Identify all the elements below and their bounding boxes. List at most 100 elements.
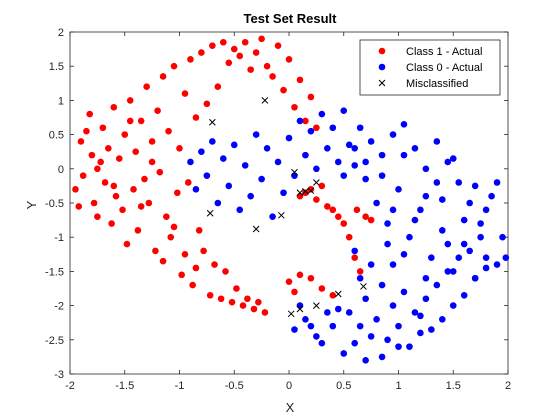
data-point [167, 233, 175, 241]
data-point [200, 247, 207, 255]
data-point [340, 172, 348, 179]
data-point [296, 76, 304, 84]
data-point [340, 350, 348, 357]
data-point [252, 131, 260, 138]
data-point [86, 110, 94, 118]
data-point [187, 158, 194, 166]
misclassified-point [313, 302, 320, 309]
data-point [198, 49, 205, 56]
chart-title: Test Set Result [244, 11, 338, 26]
series-0 [72, 35, 375, 316]
data-point [119, 206, 126, 214]
misclassified-point [252, 225, 260, 233]
series-2 [206, 97, 367, 318]
data-point [291, 103, 298, 111]
data-point [285, 134, 293, 142]
data-point [356, 124, 364, 132]
x-tick-label: 1.5 [446, 380, 461, 392]
data-point [460, 240, 468, 248]
data-point [318, 285, 326, 292]
data-point [406, 343, 413, 350]
data-point [428, 254, 435, 262]
data-point [356, 274, 364, 282]
data-point [329, 124, 337, 132]
data-point [187, 56, 194, 63]
y-tick-label: 0.5 [49, 130, 64, 142]
data-point [165, 127, 172, 135]
data-point [137, 117, 145, 125]
data-point [108, 220, 115, 227]
data-point [291, 326, 298, 333]
data-point [340, 220, 348, 227]
data-point [302, 151, 309, 159]
data-point [428, 326, 435, 333]
data-point [280, 86, 287, 94]
data-point [258, 175, 265, 183]
data-point [318, 182, 326, 190]
x-tick-label: 2 [505, 380, 511, 392]
data-point [255, 298, 262, 306]
y-tick-label: -2 [54, 301, 64, 313]
legend-marker [378, 79, 386, 87]
data-point [159, 257, 167, 265]
data-point [329, 322, 337, 330]
data-point [499, 233, 506, 241]
data-point [324, 203, 331, 210]
data-point [455, 254, 463, 262]
data-point [444, 158, 452, 166]
data-point [449, 155, 457, 162]
data-point [209, 42, 216, 49]
data-point [163, 213, 170, 220]
y-tick-label: 0 [58, 164, 64, 176]
y-tick-label: 1.5 [49, 61, 64, 73]
data-point [214, 83, 222, 91]
data-point [230, 141, 238, 149]
data-point [302, 117, 309, 125]
data-point [340, 107, 348, 114]
data-point [181, 90, 189, 97]
data-point [225, 182, 233, 190]
data-point [471, 182, 479, 190]
data-point [384, 240, 391, 248]
data-point [417, 312, 424, 320]
data-point [318, 110, 326, 118]
data-point [83, 127, 90, 135]
data-point [296, 302, 304, 309]
data-point [170, 62, 178, 70]
data-point [488, 192, 495, 200]
data-point [477, 220, 484, 227]
data-point [493, 261, 501, 268]
data-point [77, 138, 85, 145]
data-point [373, 315, 380, 323]
data-point [137, 203, 145, 210]
data-point [75, 203, 83, 210]
data-point [97, 158, 104, 166]
data-point [203, 100, 211, 108]
data-point [313, 165, 320, 173]
data-point [236, 206, 244, 214]
data-point [94, 213, 101, 220]
data-point [123, 240, 131, 248]
data-point [477, 233, 484, 241]
y-tick-label: -2.5 [45, 335, 64, 347]
data-point [263, 144, 271, 152]
data-point [184, 179, 192, 186]
data-point [88, 151, 96, 159]
data-point [241, 162, 249, 169]
data-point [395, 186, 402, 193]
data-point [313, 124, 320, 132]
data-point [225, 59, 233, 67]
data-point [156, 168, 164, 176]
data-point [148, 138, 156, 145]
data-point [132, 148, 139, 155]
data-point [126, 117, 134, 125]
data-point [345, 309, 353, 316]
data-point [211, 261, 218, 268]
data-point [324, 309, 331, 316]
x-axis-label: X [286, 400, 295, 415]
misclassified-point [313, 179, 320, 186]
data-point [449, 302, 457, 309]
legend-marker [378, 63, 386, 71]
data-point [296, 117, 304, 125]
